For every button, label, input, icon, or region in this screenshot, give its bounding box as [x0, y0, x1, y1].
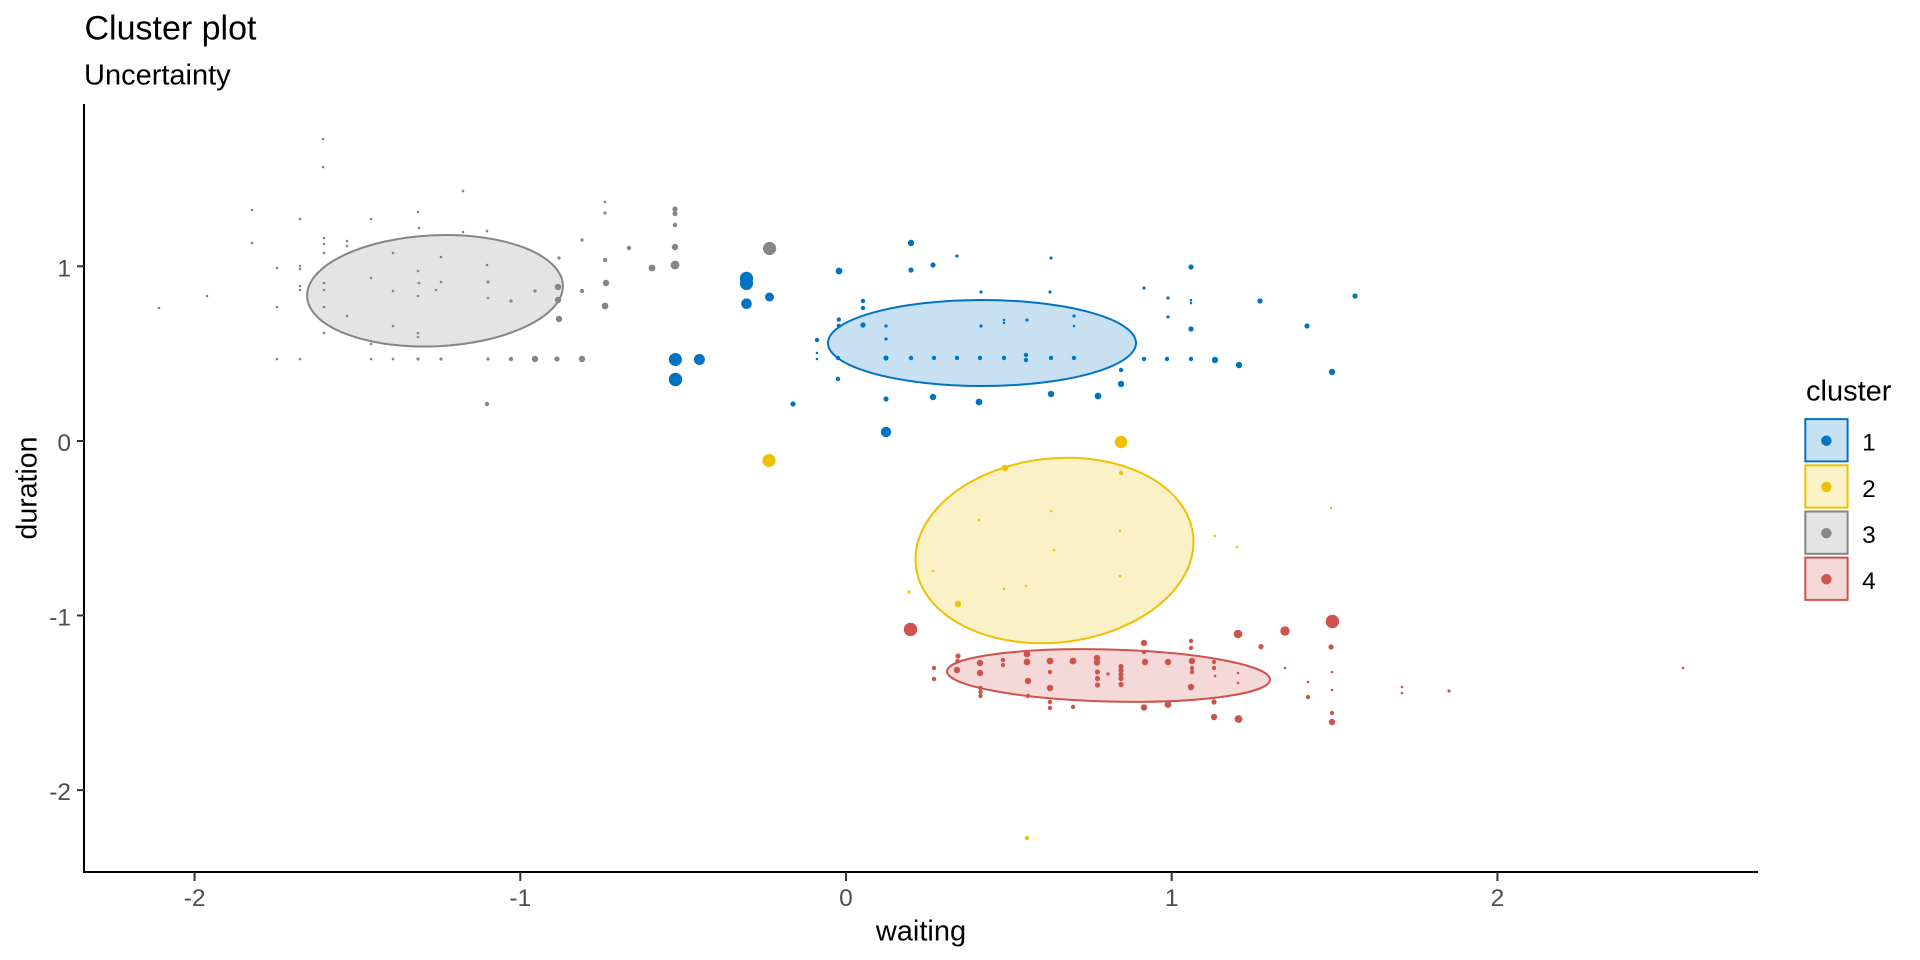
svg-text:-2: -2 — [184, 885, 206, 912]
svg-text:2: 2 — [1862, 476, 1876, 503]
svg-text:Uncertainty: Uncertainty — [84, 60, 231, 92]
svg-text:3: 3 — [1862, 522, 1876, 549]
svg-text:-1: -1 — [49, 605, 71, 632]
svg-text:-1: -1 — [509, 885, 531, 912]
svg-text:duration: duration — [12, 437, 44, 540]
svg-text:0: 0 — [839, 885, 853, 912]
svg-text:1: 1 — [57, 255, 71, 282]
svg-text:0: 0 — [57, 430, 71, 457]
svg-text:1: 1 — [1165, 885, 1179, 912]
svg-text:cluster: cluster — [1806, 376, 1892, 408]
svg-text:4: 4 — [1862, 568, 1876, 595]
svg-text:2: 2 — [1491, 885, 1505, 912]
svg-text:waiting: waiting — [875, 916, 966, 948]
svg-text:1: 1 — [1862, 430, 1876, 457]
svg-text:Cluster plot: Cluster plot — [85, 10, 258, 48]
svg-text:-2: -2 — [49, 779, 71, 806]
